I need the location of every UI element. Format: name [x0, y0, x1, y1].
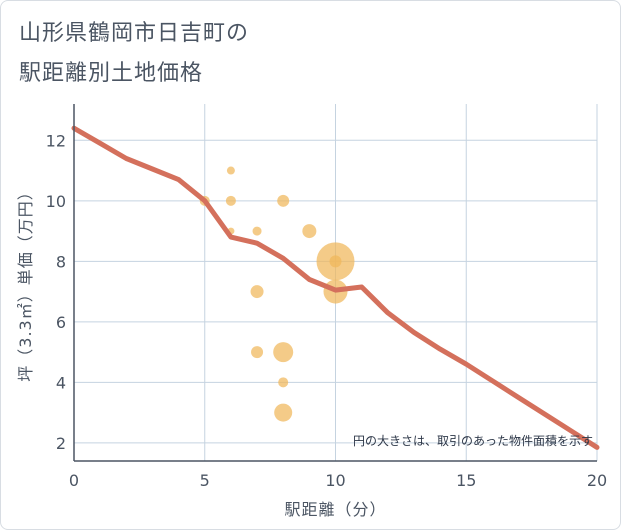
- data-bubble: [273, 342, 294, 363]
- y-tick-label: 8: [56, 252, 66, 271]
- x-axis-title: 駅距離（分）: [284, 500, 386, 519]
- trend-line-layer: [71, 125, 600, 450]
- data-bubble: [277, 194, 290, 207]
- data-bubble: [302, 224, 317, 239]
- data-bubble: [329, 255, 342, 268]
- data-bubble: [252, 226, 262, 236]
- bubble-layer: [199, 166, 355, 422]
- x-tick-label: 20: [587, 471, 607, 490]
- x-tick-label: 10: [325, 471, 345, 490]
- chart-title-line1: 山形県鶴岡市日吉町の: [19, 21, 250, 46]
- axis-layer: 0 5 10 15 20 2 4 6 8 10 12: [46, 104, 607, 490]
- y-tick-label: 6: [56, 313, 66, 332]
- data-bubble: [251, 346, 264, 359]
- chart-title-line2: 駅距離別土地価格: [19, 61, 204, 86]
- y-axis-title: 坪（3.3㎡）単価（万円）: [16, 183, 35, 381]
- data-bubble: [225, 195, 236, 206]
- bubble-size-note: 円の大きさは、取引のあった物件面積を示す: [353, 433, 593, 448]
- trend-line: [71, 125, 600, 450]
- data-bubble: [226, 166, 235, 175]
- x-tick-label: 5: [200, 471, 210, 490]
- data-bubble: [278, 377, 289, 388]
- y-tick-label: 10: [46, 192, 66, 211]
- data-bubble: [250, 285, 264, 299]
- y-tick-label: 4: [56, 373, 66, 392]
- x-tick-label: 0: [69, 471, 79, 490]
- y-tick-label: 12: [46, 131, 66, 150]
- y-tick-label: 2: [56, 434, 66, 453]
- data-bubble: [274, 403, 293, 422]
- x-tick-label: 15: [456, 471, 476, 490]
